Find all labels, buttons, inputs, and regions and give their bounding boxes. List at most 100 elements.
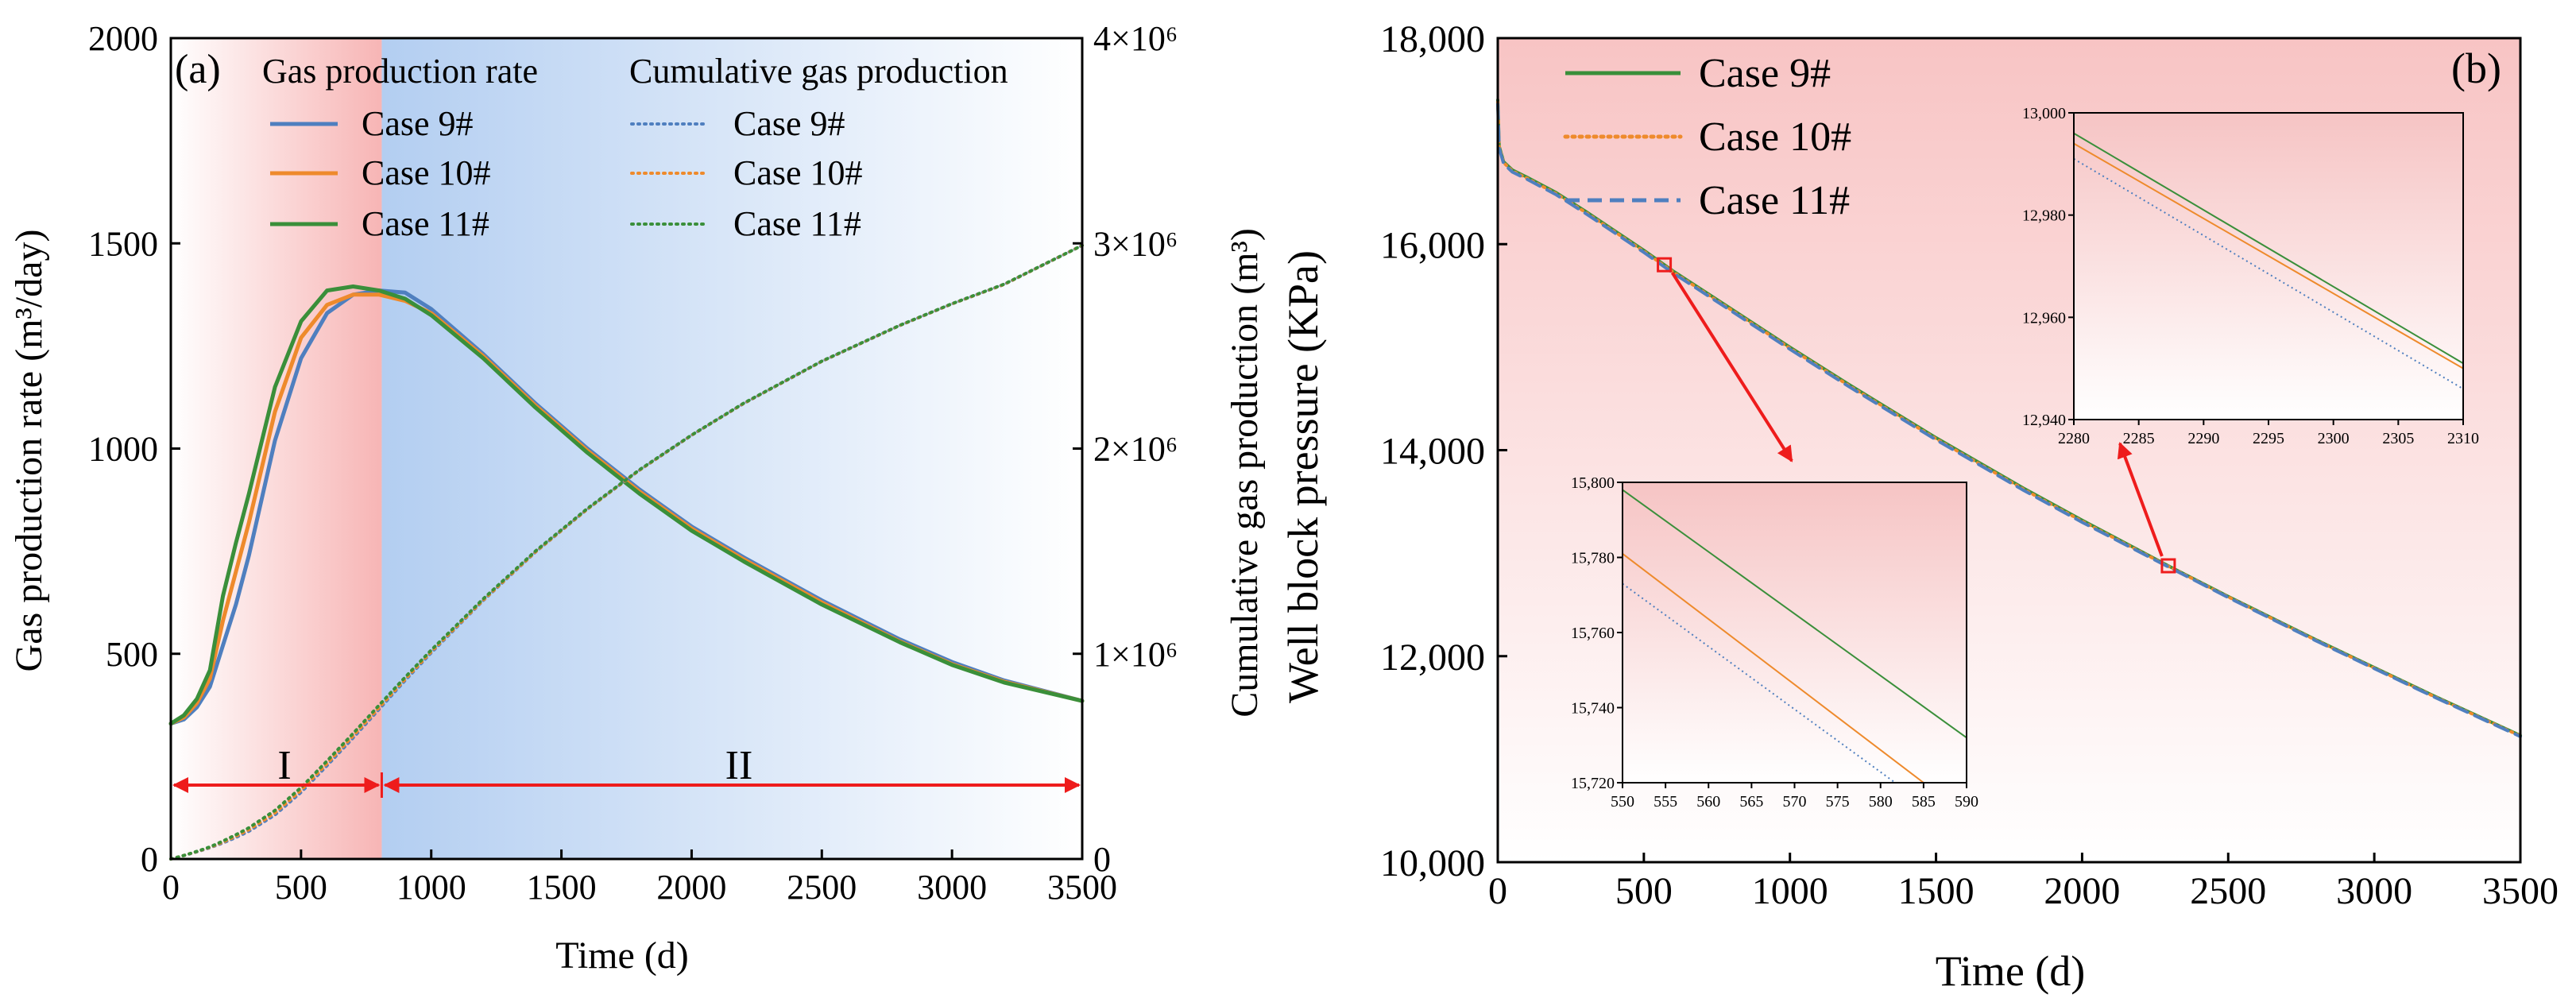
legend-label-b-case10: Case 10# (1699, 114, 1851, 160)
inset-xtick-label: 590 (1955, 793, 1978, 811)
legend-label-cum-case9: Case 9# (733, 104, 845, 143)
panel-b-ytick-label: 16,000 (1380, 224, 1485, 266)
inset-xtick-label: 2300 (2318, 430, 2350, 447)
panel-a-xtick-label: 3000 (917, 868, 987, 907)
panel-a-ytick-label: 0 (141, 840, 158, 879)
inset-line-case9 (2073, 132, 2464, 365)
inset-ytick-label: 15,800 (1571, 474, 1615, 492)
panel-b-series (1496, 98, 2522, 738)
inset-xtick-label: 555 (1654, 793, 1677, 811)
inset-line-case10 (1622, 552, 1924, 784)
panel-a-series (168, 243, 1085, 861)
stage-labels: I II (277, 743, 752, 788)
panel-b-label: (b) (2451, 44, 2501, 92)
legend-label-rate-case9: Case 9# (362, 104, 474, 143)
panel-b-legend: Case 9# Case 10# Case 11# (1563, 51, 1851, 223)
panel-a-xtick-label: 3500 (1047, 868, 1117, 907)
panel-a-xtick-label: 500 (275, 868, 327, 907)
panel-a-ticks: 0 500 1000 1500 2000 2500 3000 3500050010001500… (88, 19, 1178, 907)
inset-ytick-label: 13,000 (2022, 105, 2066, 122)
panel-a-xtick-label: 1500 (527, 868, 597, 907)
panel-b-ytick-label: 14,000 (1380, 431, 1485, 473)
inset-2: 2280 2285 2290 2295 2300 2305 2310 12,940 12,960… (2022, 105, 2479, 447)
panel-b-ytick-label: 10,000 (1380, 842, 1485, 884)
legend-label-cum-case11: Case 11# (733, 204, 861, 243)
panel-b-ytick-label: 12,000 (1380, 636, 1485, 679)
zoom-markers (1657, 257, 2176, 574)
panel-a-ylabel-right: Cumulative gas production (m³) (1224, 228, 1266, 718)
zoom-marker-1 (1657, 257, 1673, 273)
inset-ytick-label: 12,980 (2022, 207, 2066, 225)
panel-a-xtick-label: 2500 (787, 868, 857, 907)
panel-a-ytick-label: 500 (106, 635, 158, 674)
insets: 550 555 560 565 570 575 580 585 590 15,720 15,740 1… (1571, 105, 2479, 811)
panel-a-ytick-label: 2000 (88, 19, 158, 58)
zoom-marker-2 (2160, 558, 2176, 574)
panel-a-xtick-label: 2000 (656, 868, 726, 907)
panel-b-xtick-label: 3000 (2336, 870, 2412, 912)
legend-label-b-case9: Case 9# (1699, 51, 1831, 96)
legend-title-rate: Gas production rate (262, 52, 538, 91)
panel-a: I II 0 500 1000 1500 2000 2500 3000 35000500100… (8, 19, 1266, 977)
inset-ytick-label: 15,780 (1571, 550, 1615, 567)
series-rate-case11 (168, 284, 1085, 726)
panel-a-xlabel: Time (d) (555, 934, 689, 977)
inset-xtick-label: 2280 (2058, 430, 2090, 447)
inset-line-case11 (2073, 158, 2464, 390)
panel-b-xtick-label: 3500 (2482, 870, 2559, 912)
panel-b-xtick-label: 2500 (2190, 870, 2266, 912)
inset-ytick-label: 15,760 (1571, 625, 1615, 642)
inset-ytick-label: 12,960 (2022, 309, 2066, 327)
inset-xtick-label: 575 (1826, 793, 1850, 811)
inset-line-case9 (1622, 489, 1967, 739)
panel-a-ytick-right-label: 4×10⁶ (1093, 19, 1178, 58)
inset-xtick-label: 565 (1739, 793, 1763, 811)
inset-background (2074, 113, 2463, 420)
panel-a-legend: Gas production rate Cumulative gas produ… (262, 52, 1008, 243)
stage-arrows (172, 772, 1081, 798)
panel-a-ytick-right-label: 2×10⁶ (1093, 430, 1178, 469)
inset-line-case10 (2073, 142, 2464, 370)
panel-b-xtick-label: 2000 (2044, 870, 2120, 912)
panel-a-label: (a) (175, 47, 221, 92)
panel-b-xtick-label: 0 (1488, 870, 1507, 912)
panel-a-ytick-label: 1000 (88, 430, 158, 469)
legend-label-cum-case10: Case 10# (733, 153, 863, 192)
inset-xtick-label: 570 (1783, 793, 1807, 811)
stage-label-ii: II (725, 743, 753, 788)
series-pressure-case11 (1496, 103, 2522, 738)
inset-xtick-label: 2310 (2447, 430, 2479, 447)
stage-ii-region (381, 38, 1082, 859)
legend-label-rate-case10: Case 10# (362, 153, 491, 192)
panel-b-ylabel: Well block pressure (KPa) (1279, 250, 1327, 703)
inset-background (1623, 482, 1967, 783)
panel-a-ylabel: Gas production rate (m³/day) (8, 230, 50, 672)
panel-a-xtick-label: 1000 (396, 868, 466, 907)
panel-a-ytick-right-label: 3×10⁶ (1093, 224, 1178, 263)
inset-xtick-label: 585 (1912, 793, 1936, 811)
inset-xtick-label: 560 (1696, 793, 1720, 811)
zoom-arrow-1 (1670, 272, 1793, 462)
legend-label-b-case11: Case 11# (1699, 178, 1850, 223)
panel-a-ytick-right-label: 1×10⁶ (1093, 635, 1178, 674)
inset-line-case11 (1622, 582, 1896, 784)
inset-xtick-label: 2295 (2253, 430, 2284, 447)
inset-ytick-label: 12,940 (2022, 412, 2066, 429)
panel-a-ytick-label: 1500 (88, 224, 158, 263)
inset-ytick-label: 15,740 (1571, 700, 1615, 718)
inset-xtick-label: 2290 (2187, 430, 2219, 447)
panel-a-ytick-right-label: 0 (1093, 840, 1111, 879)
panel-b-xtick-label: 500 (1615, 870, 1673, 912)
legend-title-cumulative: Cumulative gas production (629, 52, 1008, 91)
panel-b-xtick-label: 1500 (1898, 870, 1975, 912)
panel-b: 0 500 1000 1500 2000 2500 3000 3500 10,000 12,000… (1279, 18, 2559, 995)
panel-b-xlabel: Time (d) (1936, 947, 2086, 995)
inset-xtick-label: 2285 (2123, 430, 2155, 447)
inset-xtick-label: 550 (1611, 793, 1634, 811)
zoom-arrow-2 (2117, 442, 2164, 557)
panel-b-xtick-label: 1000 (1752, 870, 1828, 912)
inset-1: 550 555 560 565 570 575 580 585 590 15,720 15,740 1… (1571, 474, 1978, 811)
panel-b-ticks: 0 500 1000 1500 2000 2500 3000 3500 10,000 12,000… (1380, 18, 2559, 912)
series-cumulative-case11 (169, 243, 1084, 861)
